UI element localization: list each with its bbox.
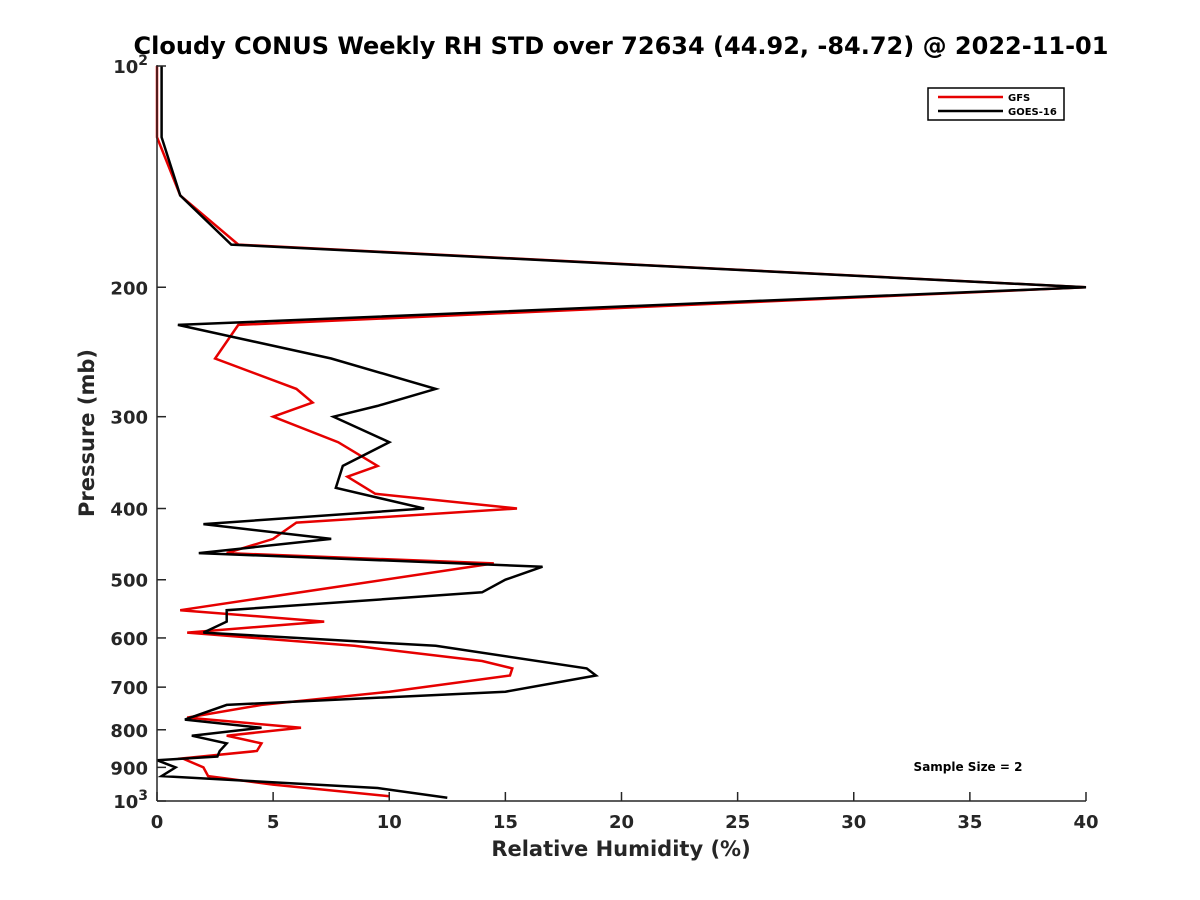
legend-box [927,87,1065,121]
y-tick-label: 500 [110,571,148,592]
series-line-gfs [155,66,1087,798]
y-tick-label: 400 [110,500,148,521]
legend-label-goes16: GOES-16 [1008,107,1057,118]
x-tick-label: 30 [841,812,866,833]
x-axis-label: Relative Humidity (%) [491,837,750,861]
y-tick-label: 103 [113,788,148,813]
x-tick-label: 0 [151,812,164,833]
plot-area [155,66,1087,800]
y-tick-label: 300 [110,408,148,429]
legend-label-gfs: GFS [1008,93,1030,104]
sample-size-annotation: Sample Size = 2 [914,760,1023,774]
y-tick-label: 900 [110,758,148,779]
y-tick-label: 600 [110,629,148,650]
legend: GFS GOES-16 [927,87,1065,121]
x-tick-label: 20 [609,812,634,833]
y-tick-label: 102 [113,53,148,78]
chart-title: Cloudy CONUS Weekly RH STD over 72634 (4… [134,32,1109,60]
x-tick-label: 10 [377,812,402,833]
x-tick-label: 15 [493,812,518,833]
series-line-goes16 [156,66,1087,800]
y-tick-label: 200 [110,278,148,299]
x-tick-label: 25 [725,812,750,833]
x-axis-ticks: 0 5 10 15 20 25 30 35 40 [151,792,1099,833]
y-axis-ticks: 102 200 300 400 500 600 700 800 900 103 [110,53,166,813]
x-tick-label: 5 [267,812,280,833]
x-tick-label: 40 [1073,812,1098,833]
y-tick-label: 700 [110,678,148,699]
y-axis-label: Pressure (mb) [75,349,99,517]
y-tick-label: 800 [110,721,148,742]
x-tick-label: 35 [957,812,982,833]
